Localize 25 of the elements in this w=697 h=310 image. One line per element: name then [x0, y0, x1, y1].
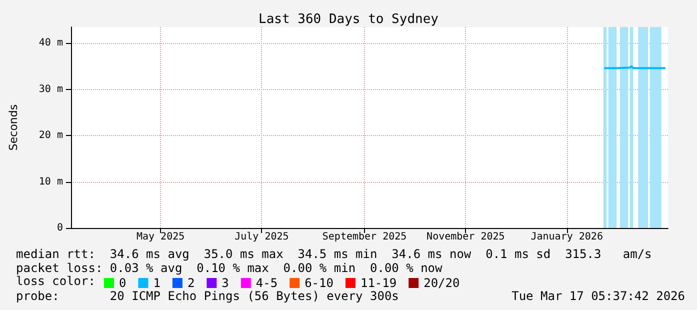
legend-label: 1 — [153, 276, 160, 290]
text: median rtt: 34.6 ms avg 35.0 ms max 34.5 ms min 34.6 ms now 0.1 ms sd 315.3 am/s — [16, 247, 652, 261]
y-tick-label: 30 m — [38, 84, 63, 95]
text: packet loss: 0.03 % avg 0.10 % max 0.00 % min 0.00 % now — [16, 261, 444, 275]
x-tick-label: November 2025 — [426, 232, 505, 242]
legend-label: 2 — [187, 276, 195, 290]
y-axis-title: Seconds — [7, 104, 20, 151]
x-tick-label: January 2026 — [530, 232, 603, 242]
legend-label: 3 — [222, 276, 229, 290]
legend-title: loss color: — [16, 274, 96, 288]
x-tick-label: May 2025 — [136, 232, 185, 242]
legend-label: 4-5 — [256, 276, 278, 290]
y-tick-label: 20 m — [38, 130, 63, 142]
x-tick-label: July 2025 — [234, 232, 289, 242]
legend-label: 0 — [119, 276, 126, 290]
legend-label: 20/20 — [424, 276, 460, 290]
text: probe: 20 ICMP Echo Pings (56 Bytes) every 300s — [16, 289, 399, 303]
text: Tue Mar 17 05:37:42 2026 — [512, 289, 685, 303]
legend-label: 11-19 — [360, 276, 397, 290]
x-tick-label: September 2025 — [322, 232, 407, 242]
chart-title: Last 360 Days to Sydney — [258, 12, 439, 27]
legend-label: 6-10 — [304, 276, 334, 290]
y-tick-label: 0 — [56, 222, 63, 234]
y-tick-label: 10 m — [38, 176, 63, 188]
y-tick-label: 40 m — [38, 38, 63, 49]
